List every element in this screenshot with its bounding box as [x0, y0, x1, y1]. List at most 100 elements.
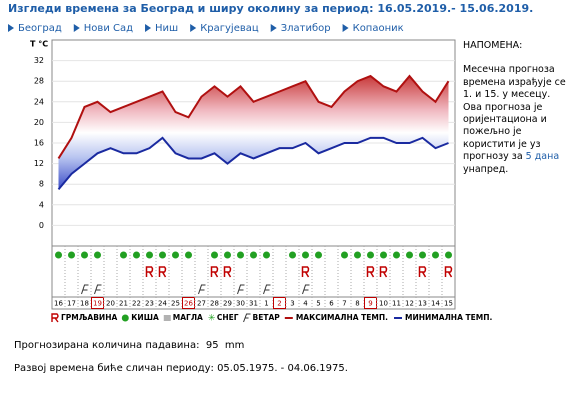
note-text: Месечна прогноза времена израђује се 1. и … [463, 64, 575, 176]
x-tick-label: 31 [249, 300, 258, 308]
nav-arrow [145, 24, 152, 32]
rain-icon [120, 251, 127, 259]
temp-band [58, 76, 449, 190]
x-tick-label: 9 [368, 300, 372, 308]
legend-label: ГРМЉАВИНА [61, 313, 117, 322]
y-axis-label: T °C [30, 40, 48, 49]
rain-icon [250, 251, 257, 259]
x-tick-label: 22 [132, 300, 141, 308]
legend-label: МАГЛА [173, 313, 203, 322]
y-tick-label: 8 [39, 180, 44, 189]
note-line-text: унапред. [463, 163, 509, 175]
x-tick-label: 23 [145, 300, 154, 308]
temp-line [57, 74, 450, 159]
rain-icon [94, 251, 101, 259]
x-tick-label: 6 [329, 300, 334, 308]
title: Изгледи времена за Београд и ширу околин… [8, 2, 533, 15]
note-line: Ова прогноза је [463, 102, 575, 114]
rain-icon [393, 251, 400, 259]
nav-link[interactable]: Крагујевац [200, 22, 259, 34]
x-tick-label: 18 [80, 300, 89, 308]
x-tick-label: 27 [197, 300, 206, 308]
note-link[interactable]: 5 дана [525, 151, 560, 163]
rain-icon [237, 251, 244, 259]
storm-icon [301, 266, 310, 278]
nav-link[interactable]: Нови Сад [84, 23, 133, 34]
rain-icon [419, 251, 426, 259]
legend-label: МИНИМАЛНА ТЕМП. [405, 313, 492, 322]
y-tick-label: 16 [34, 139, 44, 148]
rain-icon [146, 251, 153, 259]
rain-icon [68, 251, 75, 259]
y-tick-label: 0 [39, 221, 44, 230]
note: НАПОМЕНА: Месечна прогноза времена израђу… [463, 40, 575, 176]
x-tick-label: 24 [158, 300, 167, 308]
temp-line [57, 136, 449, 190]
nav-link[interactable]: Копаоник [353, 23, 404, 34]
x-tick-label: 13 [418, 300, 427, 308]
y-tick-label: 32 [34, 56, 44, 65]
x-tick-label: 3 [290, 300, 294, 308]
x-tick-label: 15 [444, 300, 453, 308]
nav: Београд Нови Сад Ниш Крагујевац Златибор Копа… [8, 22, 404, 34]
x-tick-label: 26 [184, 300, 193, 308]
x-tick-label: 8 [355, 300, 359, 308]
legend-symbol [51, 313, 59, 323]
note-line: пожељно је [463, 126, 575, 138]
legend-symbol: ✳ [208, 314, 216, 324]
storm-icon [444, 266, 453, 278]
legend: ГРМЉАВИНА КИША МАГЛА ✳ СНЕГ ВЕТАР МАКСИМАЛНА Т… [51, 313, 492, 324]
note-line: оријентациона и [463, 114, 575, 126]
nav-arrow [190, 24, 197, 32]
legend-label: ВЕТАР [253, 313, 281, 322]
note-line: прогнозу за 5 дана [463, 151, 575, 163]
x-tick-label: 21 [119, 300, 128, 308]
storm-icon [223, 266, 232, 278]
nav-link[interactable]: Ниш [155, 23, 178, 34]
legend-label: КИША [131, 313, 159, 322]
wind-icon [263, 284, 271, 295]
note-line-text: Месечна прогноза [463, 64, 555, 76]
rain-icon [315, 251, 322, 259]
rain-icon [159, 251, 166, 259]
rain-icon [432, 251, 439, 259]
x-tick-label: 10 [379, 300, 388, 308]
note-line: Месечна прогноза [463, 64, 575, 76]
y-tick-label: 28 [34, 77, 44, 86]
x-tick-label: 17 [67, 300, 76, 308]
legend-label: СНЕГ [217, 313, 239, 322]
frame [51, 39, 456, 310]
rain-icon [81, 251, 88, 259]
x-tick-label: 4 [303, 300, 308, 308]
precip-label: Прогнозирана количина падавина: [14, 340, 200, 351]
storm-icon [158, 266, 167, 278]
note-line-text: користити је уз [463, 138, 541, 150]
storm-icon [145, 266, 154, 278]
wind-icon [94, 284, 102, 295]
nav-link[interactable]: Београд [18, 23, 62, 34]
rain-icon [406, 251, 413, 259]
note-line-text: времена израђује се [463, 76, 566, 88]
y-tick-label: 20 [34, 118, 44, 127]
wind-icon [198, 284, 206, 295]
x-tick-label: 5 [316, 300, 320, 308]
similar-period: Развој времена биће сличан периоду: 05.0… [14, 363, 348, 374]
note-line-text: Ова прогноза је [463, 101, 543, 113]
x-tick-label: 1 [264, 300, 268, 308]
wind-icon [237, 284, 245, 295]
rain-icon [224, 251, 231, 259]
x-tick-label: 25 [171, 300, 180, 308]
rain-icon [211, 251, 218, 259]
note-line: 1. и 15. у месецу. [463, 89, 575, 101]
nav-link[interactable]: Златибор [281, 23, 331, 34]
rain-icon [55, 251, 62, 259]
storm-icon [418, 266, 427, 278]
rain-icon [380, 251, 387, 259]
nav-arrow [342, 24, 349, 32]
rain-icon [289, 251, 296, 259]
x-tick-label: 7 [342, 300, 346, 308]
x-tick-label: 2 [277, 300, 281, 308]
note-line-text: 1. и 15. у месецу. [463, 89, 551, 101]
rain-icon [263, 251, 270, 259]
